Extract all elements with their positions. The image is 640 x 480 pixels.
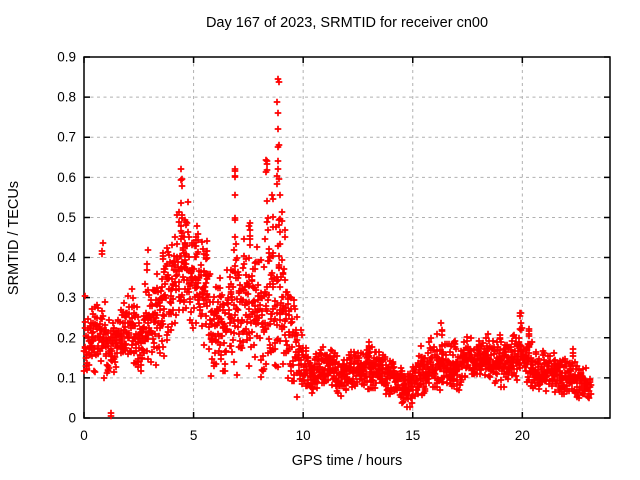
y-tick-label: 0.4 — [57, 250, 76, 265]
y-tick-label: 0.6 — [57, 170, 76, 185]
y-tick-label: 0.7 — [57, 130, 76, 145]
y-tick-label: 0 — [68, 411, 76, 426]
scatter-points — [80, 75, 595, 420]
y-tick-label: 0.2 — [57, 330, 76, 345]
plot-border — [83, 56, 611, 419]
y-tick-label: 0.5 — [57, 210, 76, 225]
y-tick-label: 0.8 — [57, 90, 76, 105]
chart-title: Day 167 of 2023, SRMTID for receiver cn0… — [205, 15, 489, 31]
x-axis-label: GPS time / hours — [291, 453, 403, 469]
x-tick-label: 10 — [296, 428, 311, 443]
y-tick-label: 0.9 — [57, 50, 76, 65]
y-tick-label: 0.1 — [57, 370, 76, 385]
y-tick-label: 0.3 — [57, 290, 76, 305]
x-tick-label: 15 — [405, 428, 420, 443]
x-tick-label: 0 — [80, 428, 88, 443]
x-tick-label: 20 — [515, 428, 530, 443]
x-tick-label: 5 — [190, 428, 198, 443]
